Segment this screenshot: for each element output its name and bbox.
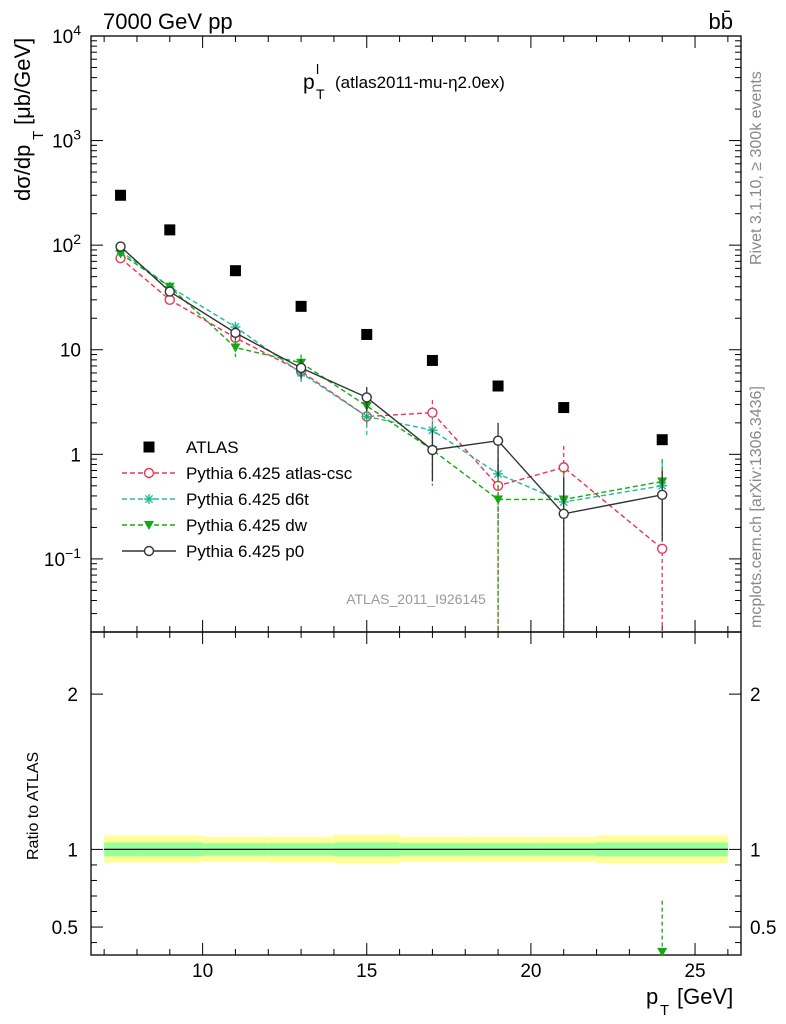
- data-point-atlas: [558, 402, 570, 414]
- x-tick-label: 20: [520, 961, 541, 982]
- data-point-atlas: [295, 300, 307, 312]
- x-tick-label: 15: [356, 961, 377, 982]
- legend-entry-atlas_csc: Pythia 6.425 atlas-csc: [122, 464, 353, 483]
- legend-marker-d6t-stroke: [144, 494, 154, 504]
- y-tick-label: 104: [52, 22, 81, 48]
- ratio-y-tick-label-right: 2: [750, 685, 761, 706]
- data-point-p0: [115, 241, 126, 252]
- legend-marker-p0: [143, 545, 155, 557]
- data-point-atlas: [361, 328, 373, 340]
- x-tick-label: 25: [684, 961, 705, 982]
- series-atlas: [115, 189, 668, 446]
- data-point-atlas: [656, 434, 668, 446]
- plot-title-sub: T: [316, 86, 325, 102]
- x-axis-title-main: p: [646, 984, 658, 1009]
- data-point-atlas: [115, 189, 127, 201]
- y-axis-title-ratio: Ratio to ATLAS: [25, 752, 42, 860]
- legend-entry-d6t: Pythia 6.425 d6t: [122, 490, 309, 509]
- data-point-dw: [115, 249, 126, 259]
- y-axis-title-sub: T: [30, 131, 47, 140]
- y-axis-title-prefix: dσ/dp: [10, 145, 35, 201]
- y-axis-title-suffix: [μb/GeV]: [10, 38, 35, 125]
- legend-marker-atlas: [143, 441, 155, 453]
- y-tick-label: 10: [60, 341, 81, 362]
- y-tick-label: 10−1: [44, 545, 81, 571]
- ratio-y-tick-label: 1: [67, 840, 78, 861]
- y-tick-label: 102: [52, 231, 81, 257]
- data-point-dw: [230, 343, 241, 353]
- ratio-point-dw: [657, 947, 668, 957]
- data-point-p0: [230, 327, 241, 339]
- mcplots-label: mcplots.cern.ch [arXiv:1306.3436]: [748, 386, 765, 628]
- rivet-label: Rivet 3.1.10, ≥ 300k events: [748, 71, 765, 265]
- main-series-layer: [115, 189, 668, 632]
- legend-marker-dw: [144, 521, 154, 530]
- y-tick-label: 1: [70, 445, 81, 466]
- data-point-dw: [493, 495, 504, 505]
- legend-entry-dw: Pythia 6.425 dw: [122, 516, 308, 535]
- data-point-p0: [361, 392, 372, 403]
- data-point-p0: [427, 444, 438, 456]
- x-axis-title-suffix: [GeV]: [677, 984, 733, 1009]
- ratio-panel: 10 15 20 25 0.5 0.5 1 1 2 2: [52, 631, 776, 982]
- legend-label-atlas_csc: Pythia 6.425 atlas-csc: [186, 464, 353, 483]
- series-p0: [115, 241, 668, 632]
- data-point-atlas: [164, 224, 176, 236]
- analysis-watermark: ATLAS_2011_I926145: [346, 591, 486, 607]
- x-tick-label: 10: [192, 961, 213, 982]
- plot-title-detail: (atlas2011-mu-η2.0ex): [335, 73, 505, 92]
- ratio-y-tick-label-right: 0.5: [750, 918, 776, 939]
- legend-label-d6t: Pythia 6.425 d6t: [186, 490, 309, 509]
- data-point-atlas_csc: [657, 543, 668, 554]
- series-line-atlas_csc: [120, 257, 663, 550]
- data-point-atlas: [426, 354, 438, 366]
- ratio-y-tick-label: 2: [67, 685, 78, 706]
- legend-entry-p0: Pythia 6.425 p0: [122, 542, 304, 561]
- ratio-y-tick-label: 0.5: [52, 918, 78, 939]
- legend-marker-atlas_csc: [143, 467, 155, 479]
- legend-label-p0: Pythia 6.425 p0: [186, 542, 304, 561]
- data-point-atlas_csc: [427, 407, 438, 418]
- x-axis-title: p T [GeV]: [646, 984, 733, 1019]
- plot-title-main: p: [303, 71, 315, 94]
- legend-marker-d6t: [144, 494, 154, 504]
- main-panel: 10−1 1 10 102 103 104: [44, 22, 742, 633]
- data-point-p0: [657, 489, 668, 501]
- series-line-dw: [120, 253, 663, 501]
- ratio-y-tick-label-right: 1: [750, 840, 761, 861]
- legend-label-dw: Pythia 6.425 dw: [186, 516, 308, 535]
- legend: ATLAS Pythia 6.425 atlas-csc Pythia 6.425 …: [122, 438, 353, 561]
- data-point-p0: [558, 508, 569, 519]
- plot-title-sup: l: [316, 61, 319, 77]
- ratio-frame: [90, 631, 742, 956]
- legend-label-atlas: ATLAS: [186, 438, 239, 457]
- data-point-p0: [295, 362, 307, 374]
- y-tick-label: 103: [52, 127, 81, 153]
- y-axis-title-main: dσ/dp T [μb/GeV]: [10, 38, 47, 201]
- header-right: bb̄: [709, 9, 733, 34]
- data-point-atlas: [492, 380, 504, 392]
- x-axis-title-sub: T: [660, 1002, 669, 1019]
- legend-entry-atlas: ATLAS: [143, 438, 239, 457]
- data-point-p0: [164, 286, 175, 297]
- data-point-atlas: [229, 265, 241, 277]
- plot-title: p l T (atlas2011-mu-η2.0ex): [303, 61, 505, 102]
- data-point-p0: [492, 435, 504, 446]
- header-left: 7000 GeV pp: [103, 9, 233, 34]
